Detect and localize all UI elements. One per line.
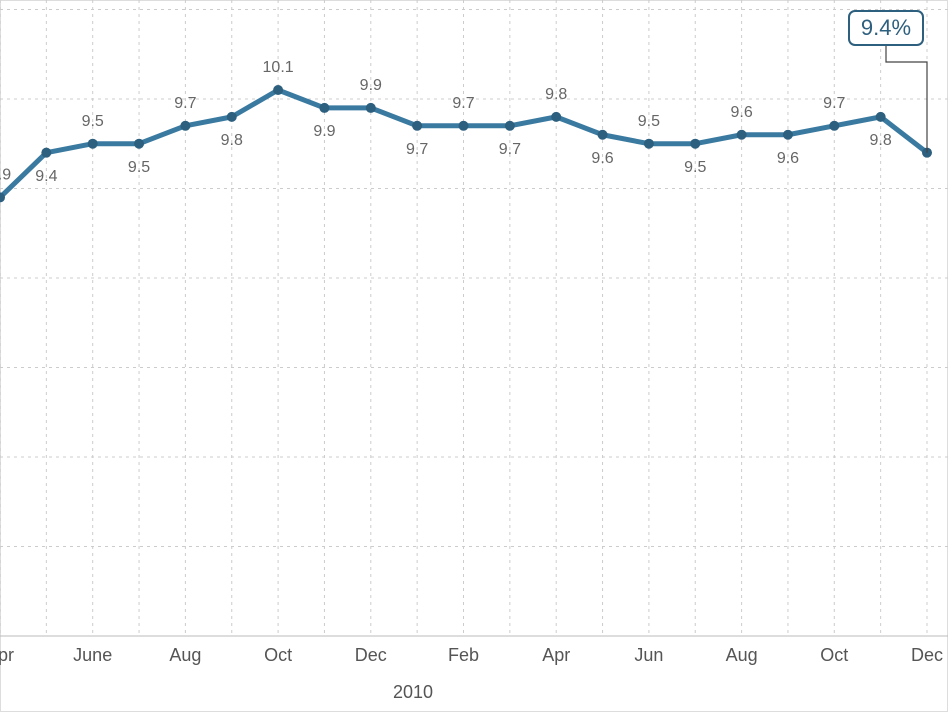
value-label: 9.6 bbox=[777, 150, 799, 167]
data-point bbox=[41, 147, 52, 158]
data-point bbox=[87, 138, 98, 149]
value-label: 10.1 bbox=[263, 59, 294, 76]
data-point bbox=[458, 120, 469, 131]
x-tick-label: Feb bbox=[448, 645, 479, 665]
x-tick-label: Aug bbox=[169, 645, 201, 665]
data-point bbox=[597, 129, 608, 140]
data-point bbox=[875, 111, 886, 122]
data-point bbox=[180, 120, 191, 131]
value-label: 9.8 bbox=[545, 86, 567, 103]
x-tick-label: Dec bbox=[355, 645, 387, 665]
x-tick-label: Oct bbox=[264, 645, 292, 665]
data-point bbox=[829, 120, 840, 131]
callout-box bbox=[848, 10, 924, 46]
callout-connector bbox=[885, 42, 928, 153]
data-point bbox=[736, 129, 747, 140]
value-label: 9.5 bbox=[82, 113, 104, 130]
data-point bbox=[365, 102, 376, 113]
x-tick-label: Apr bbox=[542, 645, 570, 665]
value-label: 9.9 bbox=[360, 77, 382, 94]
data-point bbox=[643, 138, 654, 149]
data-point bbox=[504, 120, 515, 131]
data-point bbox=[690, 138, 701, 149]
value-label: 8.9 bbox=[0, 167, 11, 184]
data-point bbox=[226, 111, 237, 122]
value-label: 9.4 bbox=[35, 168, 57, 185]
x-tick-label: June bbox=[73, 645, 112, 665]
x-tick-label: Oct bbox=[820, 645, 848, 665]
value-label: 9.7 bbox=[499, 141, 521, 158]
value-label: 9.8 bbox=[221, 132, 243, 149]
value-label: 9.5 bbox=[638, 113, 660, 130]
value-label: 9.9 bbox=[313, 123, 335, 140]
value-label: 9.6 bbox=[730, 104, 752, 121]
data-point bbox=[0, 192, 5, 203]
x-tick-label: Apr bbox=[0, 645, 14, 665]
value-label: 9.5 bbox=[684, 159, 706, 176]
data-point bbox=[551, 111, 562, 122]
value-label: 9.8 bbox=[870, 132, 892, 149]
data-point bbox=[319, 102, 330, 113]
data-point bbox=[412, 120, 423, 131]
value-label: 9.7 bbox=[452, 95, 474, 112]
x-tick-label: Dec bbox=[911, 645, 943, 665]
value-label: 9.6 bbox=[591, 150, 613, 167]
callout-label: 9.4% bbox=[861, 15, 911, 40]
data-point bbox=[134, 138, 145, 149]
data-point bbox=[273, 85, 284, 96]
value-label: 9.7 bbox=[174, 95, 196, 112]
value-label: 9.7 bbox=[406, 141, 428, 158]
value-label: 9.5 bbox=[128, 159, 150, 176]
data-point bbox=[782, 129, 793, 140]
value-label: 9.7 bbox=[823, 95, 845, 112]
x-tick-label: Aug bbox=[726, 645, 758, 665]
x-tick-label: Jun bbox=[634, 645, 663, 665]
x-axis-label: 2010 bbox=[393, 682, 433, 702]
